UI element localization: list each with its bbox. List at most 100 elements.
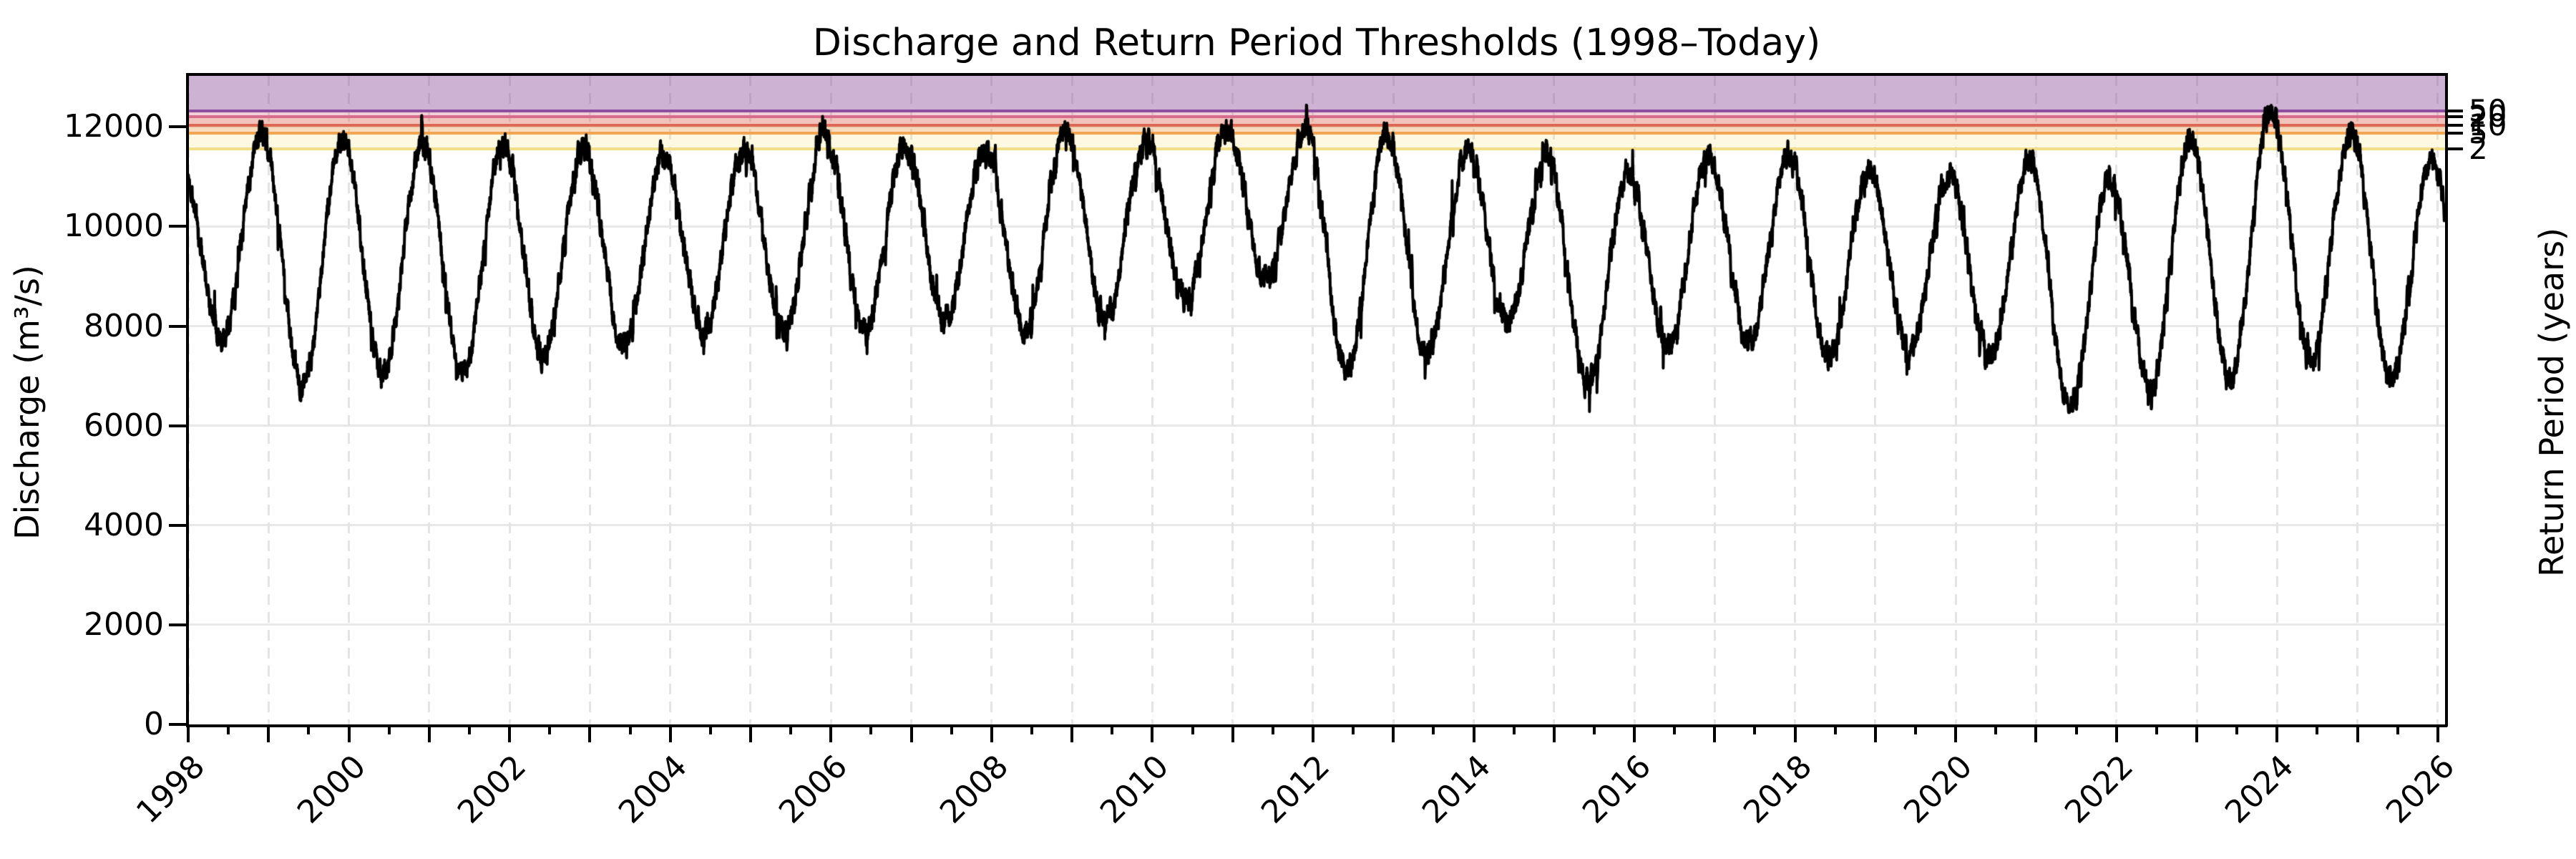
- x-axis-tick-minor: [227, 725, 230, 734]
- chart-title: Discharge and Return Period Thresholds (…: [812, 21, 1821, 64]
- x-axis-tick-label: 2026: [2379, 748, 2462, 831]
- x-axis-tick-label: 2010: [1093, 748, 1176, 831]
- y-axis-tick: [169, 125, 186, 129]
- y-axis-tick-label: 10000: [64, 208, 164, 245]
- x-axis-tick-year: [2034, 725, 2038, 742]
- x-axis-tick-label: 1998: [129, 748, 213, 831]
- right-axis-tick-label: 50: [2469, 93, 2507, 129]
- x-axis-tick-label: 2020: [1897, 748, 1980, 831]
- x-axis-tick-label: 2012: [1254, 748, 1337, 831]
- x-axis-tick-label: 2008: [932, 748, 1016, 831]
- x-axis-tick-minor: [1673, 725, 1677, 734]
- x-axis-tick-minor: [1271, 725, 1274, 734]
- x-axis-tick-minor: [1030, 725, 1033, 734]
- x-axis-tick-year: [2114, 725, 2118, 742]
- right-axis-tick: [2447, 132, 2463, 135]
- x-axis-tick-year: [990, 725, 993, 742]
- x-axis-tick-year: [1713, 725, 1717, 742]
- y-axis-tick: [169, 225, 186, 228]
- x-axis-tick-year: [187, 725, 190, 742]
- x-axis-tick-minor: [2235, 725, 2239, 734]
- right-axis-label: Return Period (years): [2532, 228, 2571, 577]
- x-axis-tick-minor: [387, 725, 391, 734]
- x-axis-tick-minor: [708, 725, 712, 734]
- right-axis-tick: [2447, 147, 2463, 150]
- x-axis-tick-label: 2002: [451, 748, 534, 831]
- x-axis-tick-year: [1954, 725, 1958, 742]
- x-axis-tick-year: [2195, 725, 2199, 742]
- discharge-time-series-line: [188, 75, 2445, 724]
- right-axis-tick: [2447, 115, 2463, 119]
- x-axis-tick-label: 2024: [2218, 748, 2301, 831]
- x-axis-tick-minor: [1994, 725, 1998, 734]
- right-axis-tick-label: 20: [2469, 99, 2507, 135]
- x-axis-tick-year: [1472, 725, 1475, 742]
- x-axis-tick-year: [347, 725, 351, 742]
- x-axis-tick-minor: [789, 725, 793, 734]
- x-axis-tick-year: [427, 725, 431, 742]
- x-axis-tick-minor: [1432, 725, 1435, 734]
- x-axis-tick-label: 2022: [2057, 748, 2140, 831]
- x-axis-tick-minor: [2074, 725, 2078, 734]
- x-axis-tick-minor: [2155, 725, 2158, 734]
- x-axis-tick-label: 2000: [290, 748, 373, 831]
- x-axis-tick-year: [1392, 725, 1395, 742]
- x-axis-tick-label: 2018: [1736, 748, 1819, 831]
- x-axis-tick-label: 2006: [772, 748, 855, 831]
- x-axis-tick-minor: [869, 725, 873, 734]
- y-axis-tick-label: 8000: [84, 307, 164, 344]
- x-axis-tick-year: [829, 725, 833, 742]
- y-axis-tick: [169, 424, 186, 427]
- plot-spine: [186, 73, 2447, 76]
- x-axis-tick-minor: [2396, 725, 2399, 734]
- x-axis-tick-minor: [467, 725, 471, 734]
- x-axis-tick-minor: [1833, 725, 1837, 734]
- plot-spine: [2445, 73, 2448, 727]
- x-axis-tick-label: 2016: [1576, 748, 1659, 831]
- y-axis-tick-label: 12000: [64, 108, 164, 145]
- x-axis-tick-year: [909, 725, 913, 742]
- x-axis-tick-year: [1552, 725, 1556, 742]
- x-axis-tick-year: [1311, 725, 1314, 742]
- y-axis-tick: [169, 723, 186, 726]
- x-axis-tick-year: [1070, 725, 1074, 742]
- y-axis-tick-label: 4000: [84, 506, 164, 543]
- x-axis-tick-year: [748, 725, 752, 742]
- right-axis-tick: [2447, 110, 2463, 113]
- y-axis-tick-label: 6000: [84, 407, 164, 444]
- x-axis-tick-minor: [628, 725, 632, 734]
- y-axis-tick: [169, 623, 186, 626]
- x-axis-tick-label: 2004: [611, 748, 694, 831]
- x-axis-tick-year: [1873, 725, 1877, 742]
- x-axis-tick-minor: [1191, 725, 1194, 734]
- x-axis-tick-minor: [307, 725, 311, 734]
- x-axis-tick-minor: [548, 725, 552, 734]
- x-axis-tick-minor: [1753, 725, 1757, 734]
- y-axis-label: Discharge (m³/s): [8, 265, 47, 540]
- x-axis-tick-year: [508, 725, 512, 742]
- x-axis-tick-minor: [1352, 725, 1355, 734]
- x-axis-tick-minor: [1592, 725, 1596, 734]
- x-axis-tick-year: [1793, 725, 1797, 742]
- x-axis-tick-year: [668, 725, 672, 742]
- y-axis-tick: [169, 324, 186, 328]
- right-axis-tick-label: 5: [2469, 115, 2488, 151]
- x-axis-tick-year: [2436, 725, 2439, 742]
- x-axis-tick-year: [588, 725, 592, 742]
- x-axis-tick-minor: [950, 725, 953, 734]
- x-axis-tick-minor: [2316, 725, 2319, 734]
- x-axis-tick-minor: [1111, 725, 1114, 734]
- plot-area: [188, 75, 2445, 724]
- x-axis-tick-year: [267, 725, 270, 742]
- x-axis-tick-year: [2356, 725, 2359, 742]
- x-axis-tick-year: [2275, 725, 2279, 742]
- x-axis-tick-year: [1633, 725, 1636, 742]
- y-axis-tick-label: 0: [144, 706, 164, 742]
- y-axis-tick-label: 2000: [84, 606, 164, 643]
- x-axis-tick-label: 2014: [1415, 748, 1498, 831]
- right-axis-tick-label: 2: [2469, 130, 2488, 166]
- plot-spine: [186, 73, 189, 727]
- x-axis-tick-year: [1231, 725, 1234, 742]
- right-axis-tick-label: 10: [2469, 107, 2507, 143]
